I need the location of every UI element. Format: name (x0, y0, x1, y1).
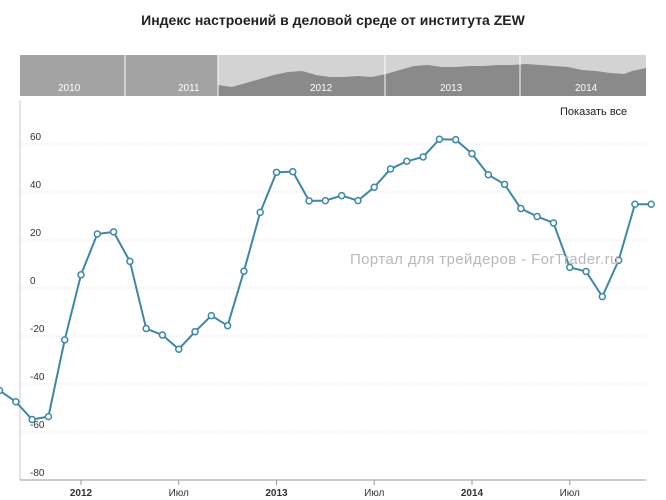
data-point[interactable] (256, 208, 264, 217)
data-point[interactable] (435, 135, 444, 143)
data-point[interactable] (647, 200, 655, 208)
x-tick-label: Июл (364, 488, 384, 499)
navigator-year-label: 2011 (178, 83, 200, 94)
data-point[interactable] (12, 398, 20, 406)
data-point[interactable] (370, 183, 378, 191)
y-axis-labels: 60 40 20 0 -20 -40 -60 -80 (30, 132, 45, 479)
navigator-year-label: 2012 (310, 83, 333, 94)
x-tick-label: Июл (560, 488, 580, 499)
y-tick-label: -40 (30, 372, 45, 383)
y-tick-label: 0 (30, 276, 36, 287)
navigator-dividers (124, 55, 521, 96)
data-point[interactable] (419, 153, 427, 161)
navigator-year-label: 2013 (440, 83, 463, 94)
x-axis (20, 479, 646, 485)
data-point[interactable] (614, 256, 623, 265)
data-point[interactable] (207, 311, 216, 320)
data-point[interactable] (533, 212, 541, 221)
navigator-area (218, 64, 646, 96)
data-point[interactable] (517, 204, 525, 213)
data-point[interactable] (549, 219, 558, 227)
data-point[interactable] (566, 263, 574, 272)
data-point[interactable] (175, 345, 183, 353)
data-point[interactable] (321, 196, 330, 205)
y-tick-label: 60 (30, 132, 42, 143)
y-tick-label: 40 (30, 180, 42, 191)
x-axis-labels: 2012 Июл 2013 Июл 2014 Июл (70, 488, 580, 499)
data-point[interactable] (223, 321, 232, 330)
x-tick-label: 2012 (70, 488, 93, 499)
navigator-year-label: 2014 (575, 83, 598, 94)
data-point[interactable] (305, 197, 313, 205)
data-point[interactable] (582, 267, 590, 276)
navigator-unselected-range (20, 55, 218, 96)
data-point[interactable] (403, 157, 411, 166)
data-point[interactable] (77, 271, 85, 279)
data-point[interactable] (386, 165, 395, 173)
y-tick-label: -20 (30, 324, 45, 335)
data-point[interactable] (631, 200, 639, 208)
data-point[interactable] (191, 327, 199, 336)
data-point[interactable] (109, 228, 118, 236)
data-point[interactable] (60, 336, 69, 344)
navigator-year-labels: 2010 2011 2012 2013 2014 (58, 83, 598, 94)
data-point[interactable] (354, 196, 362, 205)
data-point[interactable] (451, 135, 460, 144)
data-point[interactable] (93, 230, 102, 238)
data-point[interactable] (240, 267, 248, 275)
data-point[interactable] (337, 191, 346, 200)
series-layer (0, 135, 655, 424)
data-point[interactable] (44, 412, 53, 421)
y-tick-label: 20 (30, 228, 42, 239)
series-line (0, 138, 652, 421)
watermark: Портал для трейдеров - ForTrader.ru (350, 251, 619, 268)
y-tick-label: -80 (30, 468, 45, 479)
data-point[interactable] (289, 167, 297, 176)
chart-grid (19, 100, 646, 481)
x-tick-label: 2014 (461, 488, 484, 499)
x-tick-label: Июл (169, 488, 189, 499)
data-point[interactable] (468, 149, 476, 158)
show-all-button[interactable]: Показать все (560, 106, 628, 118)
navigator-year-label: 2010 (58, 83, 81, 94)
data-point[interactable] (28, 415, 36, 424)
data-point[interactable] (500, 180, 509, 189)
range-navigator[interactable]: 2010 2011 2012 2013 2014 (20, 55, 646, 96)
data-point[interactable] (484, 170, 493, 179)
data-point[interactable] (0, 386, 4, 395)
chart-title: Индекс настроений в деловой среде от инс… (141, 12, 525, 28)
line-chart: 60 40 20 0 -20 -40 -60 -80 2012 Июл 2013 Июл 2014 Ию… (0, 100, 655, 499)
y-tick-label: -60 (30, 420, 45, 431)
data-point[interactable] (142, 324, 150, 333)
data-point[interactable] (598, 292, 607, 301)
x-tick-label: 2013 (265, 488, 288, 499)
data-point[interactable] (158, 331, 167, 339)
data-point[interactable] (126, 257, 134, 266)
data-point[interactable] (272, 168, 281, 177)
